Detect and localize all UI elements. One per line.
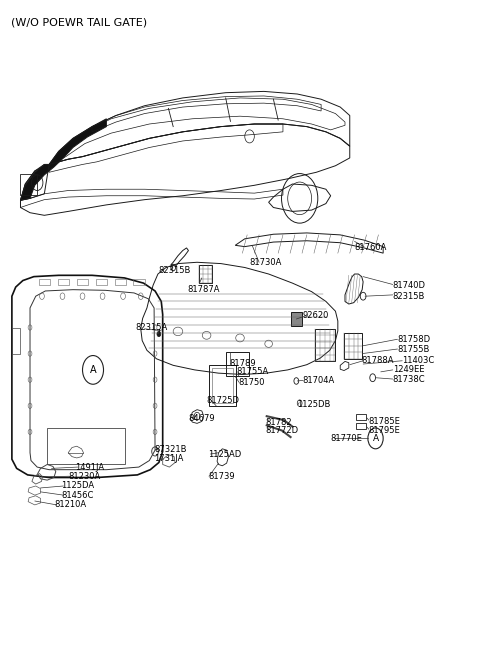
Text: 81772D: 81772D xyxy=(266,426,299,435)
Bar xyxy=(96,278,108,285)
Text: 1249EE: 1249EE xyxy=(393,365,424,375)
Text: 81210A: 81210A xyxy=(55,500,87,510)
Text: 81755B: 81755B xyxy=(397,345,430,354)
Text: 1125DB: 1125DB xyxy=(297,400,331,409)
Text: 81758D: 81758D xyxy=(397,335,431,345)
Bar xyxy=(356,423,366,429)
Bar xyxy=(58,278,69,285)
Text: 81795E: 81795E xyxy=(368,426,400,435)
Bar xyxy=(12,328,21,354)
Text: 81770E: 81770E xyxy=(331,434,362,443)
Text: 81738C: 81738C xyxy=(393,375,425,384)
Bar xyxy=(21,174,37,195)
Text: 81782: 81782 xyxy=(266,418,292,426)
Text: 92620: 92620 xyxy=(302,311,328,320)
Text: 81788A: 81788A xyxy=(362,356,394,365)
Text: 81730A: 81730A xyxy=(250,258,282,267)
Text: 84679: 84679 xyxy=(189,415,215,423)
Polygon shape xyxy=(21,119,107,200)
Bar xyxy=(291,312,301,326)
Bar xyxy=(38,278,50,285)
Text: 1491JA: 1491JA xyxy=(75,462,105,472)
Text: 81785E: 81785E xyxy=(368,417,400,426)
Text: 82315B: 82315B xyxy=(159,266,191,275)
Text: 81760A: 81760A xyxy=(355,244,387,252)
Text: 81230A: 81230A xyxy=(68,472,100,481)
Text: 87321B: 87321B xyxy=(154,445,187,454)
Text: 81739: 81739 xyxy=(208,472,235,481)
Bar xyxy=(315,329,336,362)
Text: 81740D: 81740D xyxy=(393,280,426,290)
Text: 1731JA: 1731JA xyxy=(154,454,183,463)
Text: (W/O POEWR TAIL GATE): (W/O POEWR TAIL GATE) xyxy=(11,18,147,28)
Text: 81789: 81789 xyxy=(229,359,256,368)
Bar xyxy=(47,428,124,464)
Circle shape xyxy=(157,331,161,337)
Bar xyxy=(115,278,126,285)
Text: 82315A: 82315A xyxy=(135,323,167,332)
Bar xyxy=(77,278,88,285)
Text: 81725D: 81725D xyxy=(206,396,240,405)
Bar xyxy=(356,414,366,420)
Text: 1125AD: 1125AD xyxy=(208,450,242,459)
Bar xyxy=(212,368,233,403)
Bar xyxy=(209,365,236,405)
Text: 1125DA: 1125DA xyxy=(61,481,95,491)
Bar xyxy=(226,352,249,377)
Bar xyxy=(344,333,362,359)
Text: 81750: 81750 xyxy=(239,378,265,387)
Text: 81456C: 81456C xyxy=(61,491,94,500)
Text: A: A xyxy=(90,365,96,375)
Text: 81704A: 81704A xyxy=(302,376,334,385)
Text: A: A xyxy=(372,434,379,443)
Text: 81755A: 81755A xyxy=(237,367,269,377)
Text: 11403C: 11403C xyxy=(402,356,434,365)
Text: 82315B: 82315B xyxy=(393,291,425,301)
Bar xyxy=(199,265,212,283)
Text: 81787A: 81787A xyxy=(188,284,220,293)
Bar xyxy=(133,278,144,285)
